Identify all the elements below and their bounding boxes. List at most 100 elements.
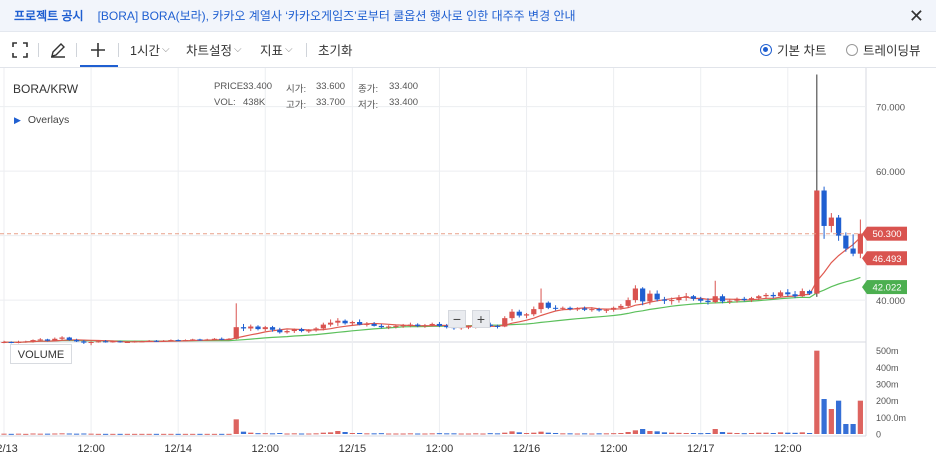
volume-bar <box>494 433 501 435</box>
volume-bar <box>110 433 116 435</box>
candle-body <box>806 291 813 294</box>
candle-body <box>182 340 189 342</box>
volume-bar <box>211 433 218 435</box>
candle-body <box>8 342 14 343</box>
price-marker-badge <box>867 280 907 295</box>
price-chart[interactable]: 70.00060.00050.00040.000500m400m300m200m… <box>0 68 936 456</box>
close-icon[interactable]: ✕ <box>908 6 924 26</box>
volume-bar <box>146 433 152 435</box>
candle-body <box>400 325 406 327</box>
volume-bar <box>835 400 842 434</box>
candle-body <box>654 293 660 300</box>
time-tick-label: 12:00 <box>426 443 454 455</box>
candle-body <box>335 320 341 323</box>
candle-body <box>168 340 174 342</box>
volume-bar <box>88 433 94 435</box>
candle-body <box>371 323 377 326</box>
candle-body <box>821 190 827 226</box>
candle-body <box>364 323 370 325</box>
volume-bar <box>734 433 740 434</box>
tradingview-label: 트레이딩뷰 <box>863 44 921 58</box>
candle-body <box>596 309 602 311</box>
info-low-label: 저가: <box>358 100 379 111</box>
volume-bar <box>66 433 72 435</box>
candle-body <box>567 307 573 310</box>
plus-icon[interactable] <box>90 32 106 67</box>
active-tool-indicator <box>80 65 118 67</box>
candle-body <box>792 294 798 297</box>
volume-bar <box>676 432 682 434</box>
candle-body <box>95 341 101 343</box>
volume-bar <box>313 433 319 435</box>
volume-bar <box>756 432 762 434</box>
candle-body <box>487 324 493 326</box>
reset-button[interactable]: 초기화 <box>318 44 353 58</box>
volume-bar <box>429 433 435 435</box>
interval-select[interactable]: 1시간 ⌵ <box>130 32 170 67</box>
info-vol-value: 438K <box>243 97 266 108</box>
price-marker-label: 46.493 <box>872 254 901 265</box>
info-high-value: 33.700 <box>316 97 346 108</box>
candle-body <box>124 342 130 343</box>
volume-bar <box>509 431 515 434</box>
volume-bar <box>226 433 232 435</box>
volume-bar <box>545 432 551 434</box>
volume-bar <box>393 433 399 435</box>
notice-message[interactable]: [BORA] BORA(보라), 카카오 계열사 ‘카카오게임즈’로부터 쿨옵션… <box>97 9 576 23</box>
candle-body <box>226 338 232 340</box>
time-tick-label: 12:00 <box>252 443 280 455</box>
candle-body <box>240 327 247 329</box>
volume-bar <box>117 433 123 435</box>
candle-body <box>30 340 36 342</box>
candle-body <box>748 298 755 301</box>
overlays-label: Overlays <box>27 114 70 126</box>
volume-bar <box>552 433 559 434</box>
info-vol-label: VOL: <box>214 97 236 108</box>
notice-bar[interactable]: 프로젝트 공시 [BORA] BORA(보라), 카카오 계열사 ‘카카오게임즈… <box>0 0 936 32</box>
volume-bar <box>262 433 268 435</box>
toolbar-divider <box>76 43 77 57</box>
chart-settings-menu[interactable]: 차트설정 ⌵ <box>186 32 242 67</box>
overlays-toggle[interactable]: ▶ Overlays <box>14 114 69 126</box>
expand-icon[interactable] <box>12 32 28 67</box>
radio-unselected-icon <box>846 43 858 56</box>
price-tick-label: 70.000 <box>876 103 905 114</box>
candle-body <box>15 342 22 343</box>
volume-bar <box>683 433 689 434</box>
zoom-out-button[interactable]: − <box>448 310 466 328</box>
candle-body <box>777 292 784 297</box>
candle-body <box>545 302 551 308</box>
volume-bar <box>161 433 167 435</box>
info-price-label: PRICE: <box>214 81 246 92</box>
chevron-down-icon: ⌵ <box>161 44 170 55</box>
candle-body <box>356 322 363 325</box>
volume-bar <box>806 433 813 434</box>
indicators-menu[interactable]: 지표 ⌵ <box>260 32 293 67</box>
pencil-icon[interactable] <box>50 32 66 67</box>
candle-body <box>327 322 334 325</box>
volume-bar <box>81 433 87 435</box>
volume-bar <box>23 433 29 435</box>
volume-bar <box>73 433 80 435</box>
tradingview-option[interactable]: 트레이딩뷰 <box>846 32 921 67</box>
candle-body <box>342 320 348 324</box>
volume-bar <box>647 431 653 434</box>
price-marker-arrow <box>862 280 867 295</box>
volume-bar <box>153 433 160 435</box>
volume-bar <box>255 433 261 435</box>
volume-bar <box>785 432 791 434</box>
candle-body <box>632 288 639 301</box>
info-price-value: 33.400 <box>243 81 273 92</box>
info-low-value: 33.400 <box>389 97 419 108</box>
candle-body <box>1 342 7 343</box>
basic-chart-option[interactable]: 기본 차트 <box>760 32 826 67</box>
indicators-label: 지표 <box>260 44 284 58</box>
volume-bar <box>603 433 609 435</box>
zoom-in-button[interactable]: + <box>472 310 490 328</box>
volume-bar <box>364 433 370 435</box>
volume-bar <box>473 433 479 435</box>
candle-body <box>531 309 537 315</box>
volume-bar <box>661 432 668 434</box>
candle-body <box>291 329 297 332</box>
candle-body <box>603 309 609 311</box>
